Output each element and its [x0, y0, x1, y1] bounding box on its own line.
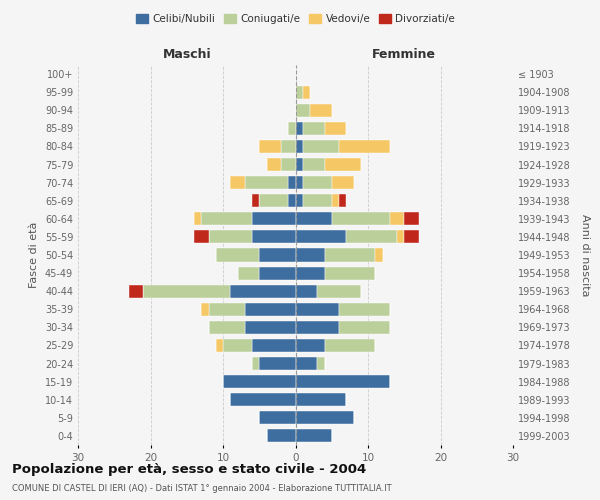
Bar — [259, 248, 296, 262]
Bar — [375, 248, 383, 262]
Bar — [288, 176, 296, 189]
Bar — [230, 393, 296, 406]
Bar — [266, 158, 281, 171]
Text: Maschi: Maschi — [163, 48, 211, 62]
Bar — [296, 357, 317, 370]
Bar — [223, 375, 296, 388]
Y-axis label: Fasce di età: Fasce di età — [29, 222, 39, 288]
Bar — [259, 140, 281, 153]
Bar — [332, 194, 339, 207]
Bar — [209, 321, 245, 334]
Bar — [143, 284, 230, 298]
Bar — [288, 194, 296, 207]
Bar — [303, 176, 332, 189]
Bar — [325, 122, 346, 135]
Bar — [201, 212, 252, 226]
Bar — [346, 230, 397, 243]
Bar — [216, 339, 223, 352]
Bar — [296, 266, 325, 280]
Bar — [325, 339, 375, 352]
Bar — [259, 357, 296, 370]
Bar — [259, 194, 288, 207]
Bar — [296, 176, 303, 189]
Bar — [194, 230, 209, 243]
Bar — [209, 230, 252, 243]
Bar — [339, 321, 390, 334]
Bar — [296, 194, 303, 207]
Bar — [252, 230, 296, 243]
Bar — [397, 230, 404, 243]
Bar — [252, 212, 296, 226]
Bar — [266, 430, 296, 442]
Bar — [332, 212, 390, 226]
Bar — [339, 303, 390, 316]
Bar — [288, 122, 296, 135]
Bar — [209, 303, 245, 316]
Legend: Celibi/Nubili, Coniugati/e, Vedovi/e, Divorziati/e: Celibi/Nubili, Coniugati/e, Vedovi/e, Di… — [132, 10, 459, 28]
Bar — [252, 357, 259, 370]
Bar — [296, 430, 332, 442]
Bar — [259, 412, 296, 424]
Bar — [325, 158, 361, 171]
Bar — [230, 284, 296, 298]
Bar — [296, 284, 317, 298]
Bar — [296, 86, 303, 98]
Bar — [252, 339, 296, 352]
Bar — [296, 339, 325, 352]
Bar — [303, 86, 310, 98]
Bar — [296, 375, 390, 388]
Bar — [259, 266, 296, 280]
Bar — [339, 194, 346, 207]
Text: Femmine: Femmine — [372, 48, 436, 62]
Bar — [310, 104, 332, 117]
Text: COMUNE DI CASTEL DI IERI (AQ) - Dati ISTAT 1° gennaio 2004 - Elaborazione TUTTIT: COMUNE DI CASTEL DI IERI (AQ) - Dati IST… — [12, 484, 392, 493]
Bar — [332, 176, 353, 189]
Bar — [129, 284, 143, 298]
Bar — [223, 339, 252, 352]
Bar — [404, 230, 419, 243]
Bar — [230, 176, 245, 189]
Bar — [216, 248, 259, 262]
Bar — [303, 140, 339, 153]
Bar — [303, 122, 325, 135]
Bar — [296, 321, 339, 334]
Bar — [325, 248, 375, 262]
Bar — [245, 303, 296, 316]
Bar — [201, 303, 209, 316]
Bar — [296, 248, 325, 262]
Bar — [194, 212, 201, 226]
Y-axis label: Anni di nascita: Anni di nascita — [580, 214, 590, 296]
Bar — [390, 212, 404, 226]
Bar — [296, 230, 346, 243]
Bar — [296, 158, 303, 171]
Text: Popolazione per età, sesso e stato civile - 2004: Popolazione per età, sesso e stato civil… — [12, 462, 366, 475]
Bar — [252, 194, 259, 207]
Bar — [303, 158, 325, 171]
Bar — [296, 303, 339, 316]
Bar — [245, 176, 288, 189]
Bar — [296, 140, 303, 153]
Bar — [339, 140, 390, 153]
Bar — [296, 212, 332, 226]
Bar — [303, 194, 332, 207]
Bar — [317, 357, 325, 370]
Bar — [281, 158, 296, 171]
Bar — [296, 104, 310, 117]
Bar — [238, 266, 259, 280]
Bar — [325, 266, 375, 280]
Bar — [245, 321, 296, 334]
Bar — [281, 140, 296, 153]
Bar — [296, 122, 303, 135]
Bar — [296, 412, 353, 424]
Bar — [404, 212, 419, 226]
Bar — [317, 284, 361, 298]
Bar — [296, 393, 346, 406]
